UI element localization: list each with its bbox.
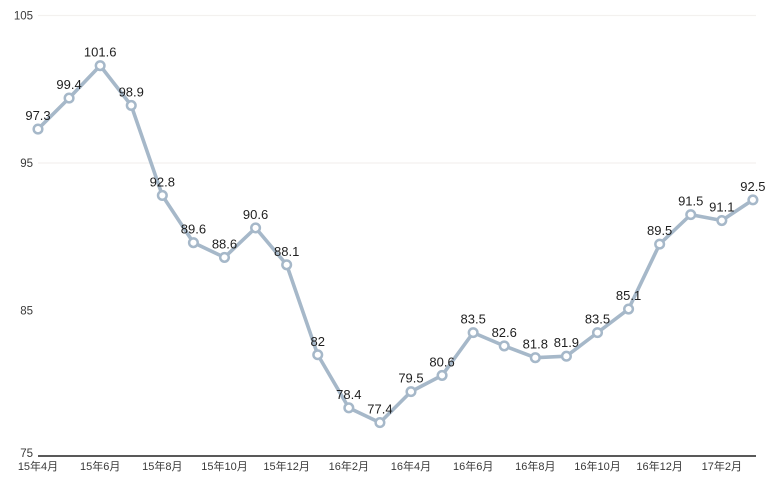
data-point-marker <box>747 194 759 206</box>
data-point-marker <box>281 259 293 271</box>
data-point-marker <box>529 352 541 364</box>
series-line <box>36 63 755 425</box>
x-tick-label: 15年10月 <box>201 459 247 473</box>
x-tick-label: 16年12月 <box>636 459 682 473</box>
data-point-label: 101.6 <box>84 45 117 60</box>
x-tick-label: 15年4月 <box>18 459 58 473</box>
data-point-label: 83.5 <box>585 312 610 327</box>
data-point-label: 91.5 <box>678 194 703 209</box>
data-point-label: 88.6 <box>212 236 237 251</box>
y-tick-label: 85 <box>20 306 33 318</box>
data-point-marker <box>591 327 604 339</box>
data-point-marker <box>125 99 137 112</box>
x-tick-label: 16年4月 <box>391 459 431 473</box>
data-point-marker <box>716 214 728 227</box>
data-point-label: 99.4 <box>56 77 81 92</box>
data-point-marker <box>187 237 199 249</box>
data-point-label: 78.4 <box>336 387 361 402</box>
data-point-label: 90.6 <box>243 207 268 222</box>
data-point-label: 89.6 <box>181 222 206 237</box>
data-point-label: 97.3 <box>25 108 50 123</box>
data-point-labels: 97.3 99.4 101.6 98.9 92.8 89.6 88.6 90.6 88.1 82 7… <box>25 45 765 417</box>
data-point-label: 91.1 <box>709 200 734 215</box>
y-axis-labels: 105 95 85 75 <box>14 11 33 461</box>
data-point-marker <box>250 222 262 234</box>
x-tick-label: 15年12月 <box>263 459 309 473</box>
data-point-label: 89.5 <box>647 223 672 238</box>
data-point-marker <box>63 92 75 104</box>
data-point-marker <box>32 123 44 135</box>
data-point-label: 81.9 <box>554 335 579 350</box>
x-tick-label: 16年6月 <box>453 459 493 473</box>
gridlines <box>38 14 756 164</box>
data-point-label: 81.8 <box>523 337 548 352</box>
data-point-label: 77.4 <box>367 402 392 417</box>
data-point-label: 88.1 <box>274 244 299 259</box>
data-point-marker <box>436 369 448 381</box>
data-point-markers <box>32 60 759 429</box>
data-point-marker <box>685 209 697 221</box>
data-point-label: 92.5 <box>740 179 765 194</box>
data-point-marker <box>312 349 324 361</box>
data-point-marker <box>94 60 106 72</box>
data-point-marker <box>374 417 386 429</box>
x-axis-labels: 15年4月 15年6月 15年8月 15年10月 15年12月 16年2月 16年4月 16年… <box>18 459 742 473</box>
data-point-label: 82.6 <box>492 325 517 340</box>
data-point-marker <box>560 350 572 362</box>
data-point-label: 79.5 <box>398 371 423 386</box>
data-point-marker <box>343 402 355 414</box>
data-point-marker <box>623 303 635 315</box>
y-tick-label: 75 <box>20 448 33 460</box>
y-tick-label: 95 <box>20 158 33 170</box>
data-point-marker <box>498 340 510 352</box>
x-tick-label: 15年8月 <box>142 459 182 473</box>
x-tick-label: 15年6月 <box>80 459 120 473</box>
data-point-marker <box>405 386 417 398</box>
data-point-label: 85.1 <box>616 288 641 303</box>
data-point-label: 83.5 <box>461 312 486 327</box>
data-point-marker <box>156 189 168 201</box>
data-point-marker <box>467 327 479 339</box>
data-point-marker <box>654 238 666 250</box>
x-tick-label: 16年8月 <box>515 459 555 473</box>
data-point-label: 82 <box>311 334 325 349</box>
data-point-label: 92.8 <box>150 174 175 189</box>
x-tick-label: 17年2月 <box>702 459 742 473</box>
data-point-marker <box>218 251 231 263</box>
data-point-label: 98.9 <box>119 84 144 99</box>
y-tick-label: 105 <box>14 11 33 23</box>
data-point-label: 80.6 <box>429 354 454 369</box>
x-tick-label: 16年10月 <box>574 459 620 473</box>
x-tick-label: 16年2月 <box>329 459 369 473</box>
